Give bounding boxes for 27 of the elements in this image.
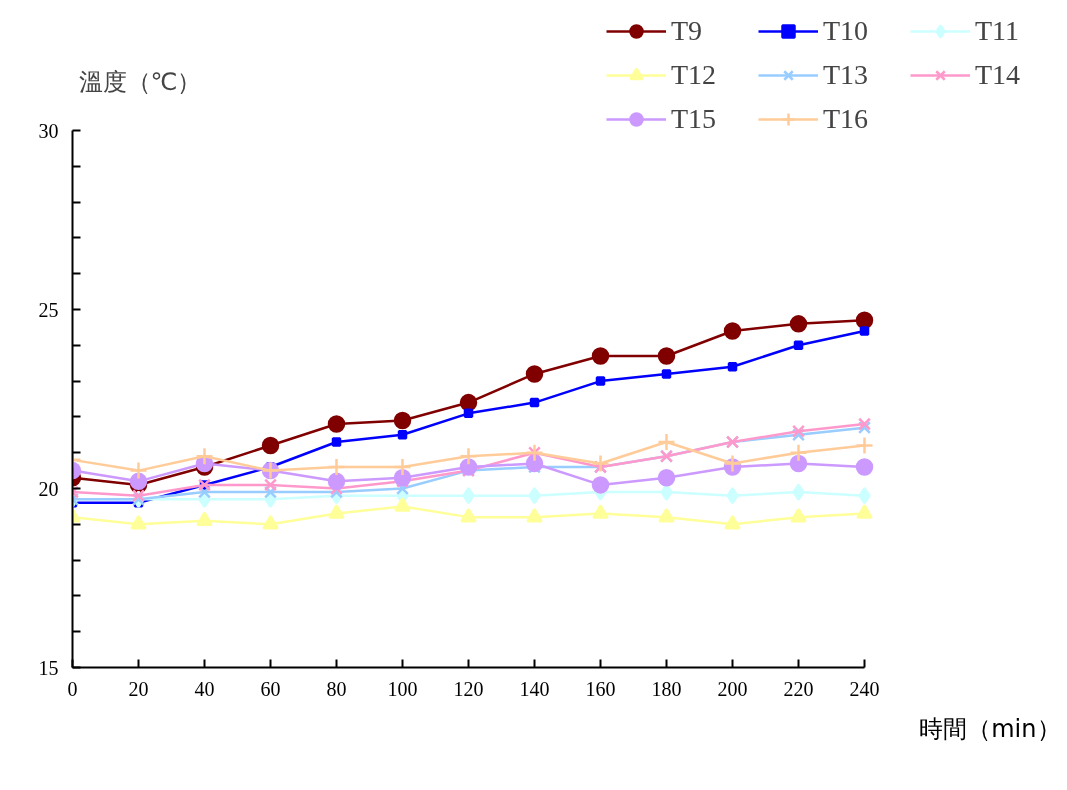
legend-label: T11 bbox=[975, 15, 1021, 47]
x-tick-label: 60 bbox=[260, 677, 281, 700]
x-tick-label: 100 bbox=[387, 677, 418, 700]
legend-label: T10 bbox=[823, 15, 870, 47]
x-tick-label: 120 bbox=[453, 677, 484, 700]
x-tick-label: 0 bbox=[67, 677, 78, 700]
x-tick-label: 180 bbox=[651, 677, 682, 700]
legend-label: T14 bbox=[975, 59, 1022, 91]
x-tick-label: 220 bbox=[783, 677, 814, 700]
legend-label: T13 bbox=[823, 59, 870, 91]
x-tick-label: 200 bbox=[717, 677, 748, 700]
x-tick-label: 40 bbox=[194, 677, 215, 700]
x-axis-title: 時間（min） bbox=[919, 714, 1061, 743]
y-tick-label: 15 bbox=[38, 656, 59, 679]
x-tick-label: 20 bbox=[128, 677, 149, 700]
legend-label: T12 bbox=[671, 59, 718, 91]
legend-label: T9 bbox=[671, 15, 704, 47]
x-tick-label: 160 bbox=[585, 677, 616, 700]
y-tick-label: 25 bbox=[38, 298, 59, 321]
x-tick-label: 80 bbox=[326, 677, 347, 700]
x-tick-label: 240 bbox=[849, 677, 880, 700]
y-axis-title: 溫度（℃） bbox=[78, 67, 202, 96]
legend-label: T16 bbox=[823, 103, 870, 135]
x-tick-label: 140 bbox=[519, 677, 550, 700]
y-tick-label: 30 bbox=[38, 119, 59, 142]
y-tick-label: 20 bbox=[38, 477, 59, 500]
legend-label: T15 bbox=[671, 103, 718, 135]
